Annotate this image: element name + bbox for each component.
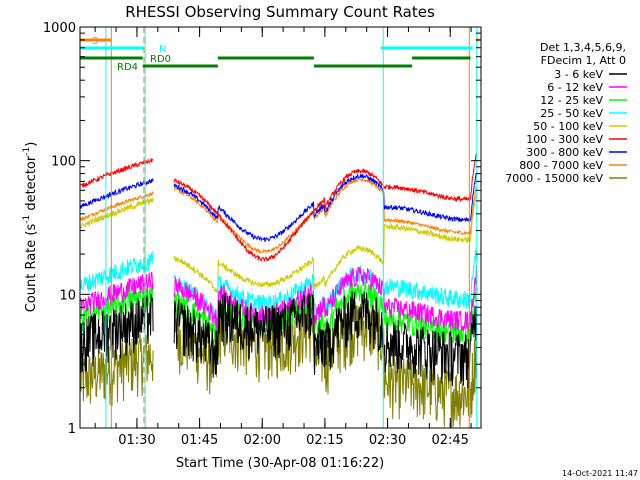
series-line-3-6-keV bbox=[79, 291, 477, 389]
legend-label: 12 - 25 keV bbox=[540, 94, 603, 107]
series-line-800-7000-keV bbox=[79, 177, 477, 255]
series-line-300-800-keV bbox=[79, 172, 477, 243]
status-label-s: S bbox=[92, 36, 98, 47]
y-tick-label: 1 bbox=[68, 422, 76, 437]
chart-title: RHESSI Observing Summary Count Rates bbox=[125, 3, 435, 21]
legend: Det 1,3,4,5,6,9, FDecim 1, Att 0 3 - 6 k… bbox=[505, 41, 627, 185]
generated-date: 14-Oct-2021 11:47 bbox=[562, 469, 638, 478]
x-tick-label: 01:30 bbox=[118, 433, 155, 448]
status-label-n: N bbox=[159, 44, 166, 55]
y-tick-label: 10 bbox=[59, 288, 76, 303]
legend-label: 800 - 7000 keV bbox=[519, 159, 603, 172]
y-label-part: Count Rate (s bbox=[24, 224, 39, 313]
plot-frame bbox=[79, 26, 482, 429]
x-axis-label: Start Time (30-Apr-08 01:16:22) bbox=[176, 456, 384, 471]
legend-label: 300 - 800 keV bbox=[526, 146, 603, 159]
x-tick-label: 02:45 bbox=[431, 433, 468, 448]
x-tick-label: 01:45 bbox=[181, 433, 218, 448]
series-line-100-300-keV bbox=[80, 153, 477, 262]
legend-header-line: FDecim 1, Att 0 bbox=[541, 54, 626, 67]
legend-label: 3 - 6 keV bbox=[554, 68, 603, 81]
series-layer bbox=[79, 153, 477, 428]
legend-label: 50 - 100 keV bbox=[533, 120, 603, 133]
y-label-sup: -1 bbox=[22, 215, 32, 224]
x-tick-label: 02:15 bbox=[306, 433, 343, 448]
y-label-part: detector bbox=[24, 155, 39, 215]
legend-label: 6 - 12 keV bbox=[547, 81, 603, 94]
y-label-sup: -1 bbox=[22, 147, 32, 156]
y-axis-label: Count Rate (s-1 detector-1) bbox=[22, 142, 39, 313]
series-line-50-100-keV bbox=[79, 193, 477, 294]
legend-label: 7000 - 15000 keV bbox=[505, 172, 603, 185]
x-tick-label: 02:30 bbox=[369, 433, 406, 448]
legend-label: 100 - 300 keV bbox=[526, 133, 603, 146]
legend-header-line: Det 1,3,4,5,6,9, bbox=[540, 41, 626, 54]
status-label-rd4: RD4 bbox=[117, 62, 138, 73]
status-label-rd0: RD0 bbox=[150, 54, 171, 65]
time-markers bbox=[105, 27, 478, 428]
axes: 01:30 01:45 02:00 02:15 02:30 02:45 1 10 100 1000 bbox=[43, 21, 481, 448]
y-tick-label: 100 bbox=[51, 155, 76, 170]
y-label-part: ) bbox=[24, 142, 39, 147]
x-tick-label: 02:00 bbox=[244, 433, 281, 448]
y-tick-label: 1000 bbox=[43, 21, 76, 36]
legend-label: 25 - 50 keV bbox=[540, 107, 603, 120]
